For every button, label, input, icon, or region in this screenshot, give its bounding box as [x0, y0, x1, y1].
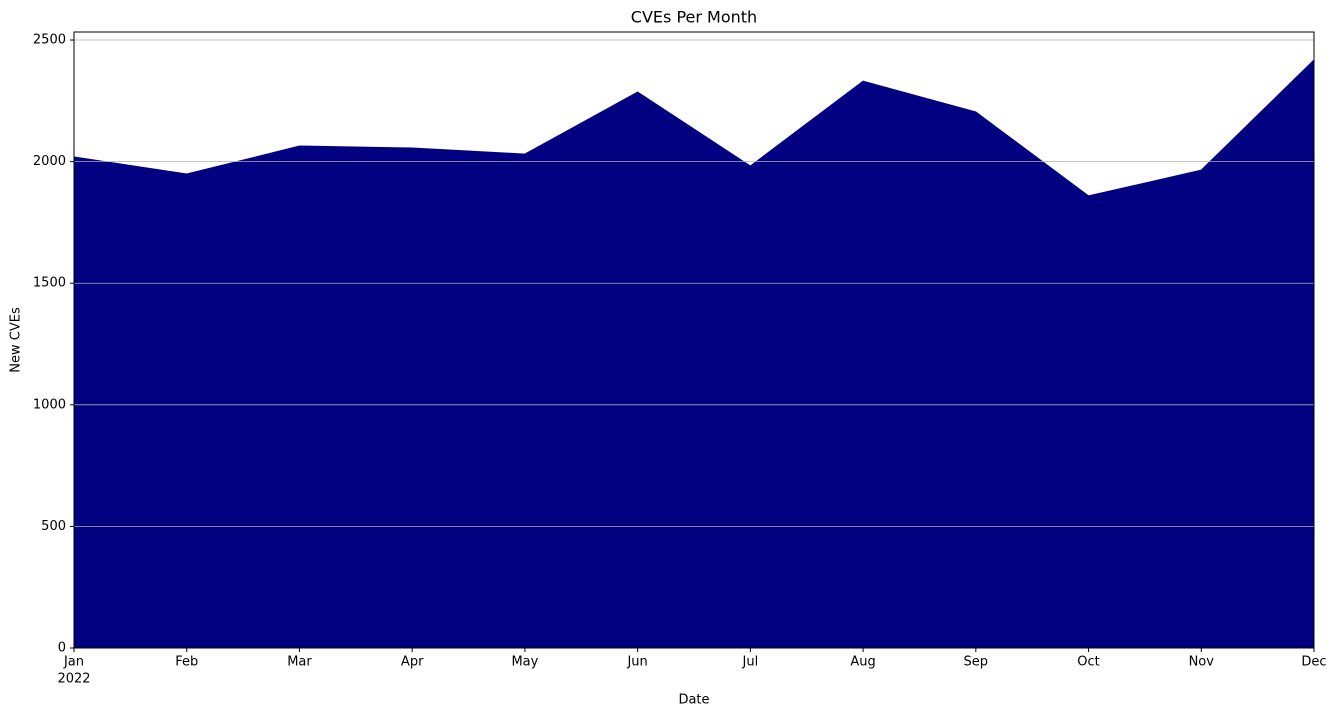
x-tick-label: Jun: [626, 655, 647, 670]
x-tick-label: Oct: [1077, 655, 1099, 670]
y-tick-label: 0: [58, 641, 66, 656]
area: [73, 58, 1315, 649]
x-tick-label: Feb: [175, 655, 198, 670]
y-tick-label: 2000: [33, 154, 66, 169]
chart-title: CVEs Per Month: [631, 8, 757, 27]
x-year-label: 2022: [57, 672, 90, 687]
y-tick-label: 1500: [33, 276, 66, 291]
x-tick-label: Nov: [1189, 655, 1215, 670]
x-tick-label: Apr: [401, 655, 424, 670]
x-tick-label: Sep: [964, 655, 989, 670]
x-tick-label: Jan: [63, 655, 84, 670]
y-tick-label: 500: [41, 519, 66, 534]
x-tick-label: May: [511, 655, 538, 670]
y-axis-label: New CVEs: [9, 307, 24, 373]
x-tick-label: Mar: [287, 655, 312, 670]
x-tick-label: Dec: [1301, 655, 1326, 670]
x-axis-label: Date: [678, 693, 709, 708]
y-tick-label: 1000: [33, 397, 66, 412]
x-tick-label: Jul: [742, 655, 759, 670]
y-tick-label: 2500: [33, 33, 66, 48]
x-tick-label: Aug: [850, 655, 875, 670]
plot-frame: [73, 31, 1315, 649]
